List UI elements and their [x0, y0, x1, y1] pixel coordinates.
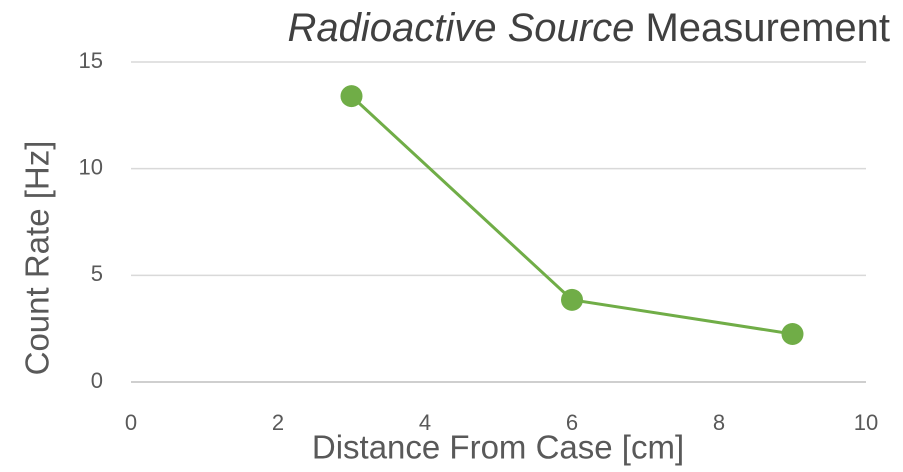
x-axis-label: Distance From Case [cm] — [312, 429, 684, 466]
x-tick-label: 4 — [419, 410, 431, 435]
x-tick-label: 10 — [854, 410, 878, 435]
data-point — [561, 288, 583, 311]
y-axis-label: Count Rate [Hz] — [19, 141, 56, 376]
y-tick-label: 0 — [91, 368, 103, 393]
y-tick-label: 10 — [79, 154, 103, 179]
y-tick-label: 5 — [91, 261, 103, 286]
chart-title-regular: Measurement — [645, 6, 890, 50]
data-point — [340, 85, 363, 108]
chart-title: Radioactive Source Measurement — [287, 6, 890, 50]
x-tick-label: 0 — [125, 410, 137, 435]
data-point — [781, 323, 804, 345]
chart-title-italic: Radioactive Source — [287, 6, 634, 50]
x-tick-label: 2 — [272, 410, 284, 435]
x-tick-label: 8 — [713, 410, 725, 435]
y-tick-label: 15 — [79, 48, 103, 73]
x-tick-label: 6 — [566, 410, 578, 435]
